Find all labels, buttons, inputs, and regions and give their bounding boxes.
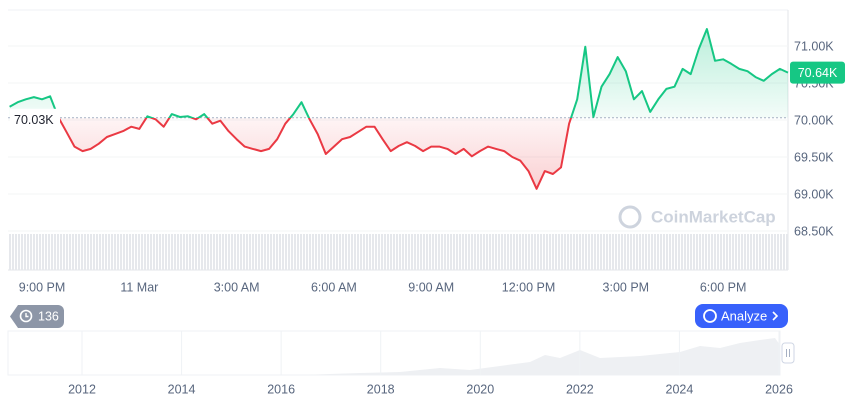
navigator-year-label: 2018	[367, 382, 395, 396]
watermark-logo	[618, 205, 642, 229]
navigator	[7, 330, 795, 376]
navigator-year-label: 2020	[466, 382, 494, 396]
y-tick-label: 68.50K	[794, 224, 834, 238]
history-icon-hands	[25, 313, 29, 318]
history-count: 136	[38, 309, 59, 323]
y-tick-label: 69.00K	[794, 187, 834, 201]
price-area	[9, 29, 789, 189]
navigator-year-label: 2026	[765, 382, 793, 396]
baseline-label: 70.03K	[14, 113, 54, 127]
plot: 70.03K	[8, 28, 789, 190]
x-tick-label: 6:00 AM	[311, 280, 357, 294]
navigator-year-label: 2024	[666, 382, 694, 396]
analyze-chevron	[772, 311, 779, 321]
navigator-year-label: 2014	[168, 382, 196, 396]
x-tick-label: 3:00 PM	[603, 280, 650, 294]
y-tick-label: 70.00K	[794, 113, 834, 127]
volume-bars	[8, 234, 788, 270]
analyze-button[interactable]: Analyze	[695, 304, 788, 328]
history-badge[interactable]: 136	[10, 305, 64, 328]
navigator-handle[interactable]	[781, 342, 795, 364]
navigator-year-label: 2012	[68, 382, 96, 396]
baseline-label-bg	[10, 108, 60, 127]
x-tick-label: 6:00 PM	[700, 280, 747, 294]
navigator-year-label: 2022	[566, 382, 594, 396]
price-badge-label: 70.64K	[798, 66, 838, 80]
price-line	[9, 28, 789, 190]
x-tick-label: 3:00 AM	[214, 280, 260, 294]
price-badge	[790, 61, 845, 84]
x-tick-label: 11 Mar	[120, 280, 158, 294]
navigator-area	[8, 338, 780, 375]
x-tick-label: 12:00 PM	[502, 280, 556, 294]
x-tick-label: 9:00 AM	[408, 280, 454, 294]
history-icon	[19, 309, 33, 323]
y-tick-label: 69.50K	[794, 150, 834, 164]
analyze-label[interactable]: Analyze	[721, 308, 767, 323]
watermark-text: CoinMarketCap	[651, 207, 776, 226]
x-tick-label: 9:00 PM	[19, 280, 66, 294]
analyze-button-bg[interactable]	[695, 304, 788, 328]
y-tick-label: 71.00K	[794, 39, 834, 53]
watermark: CoinMarketCap	[618, 205, 776, 229]
analyze-icon	[703, 309, 717, 323]
navigator-year-label: 2016	[267, 382, 295, 396]
